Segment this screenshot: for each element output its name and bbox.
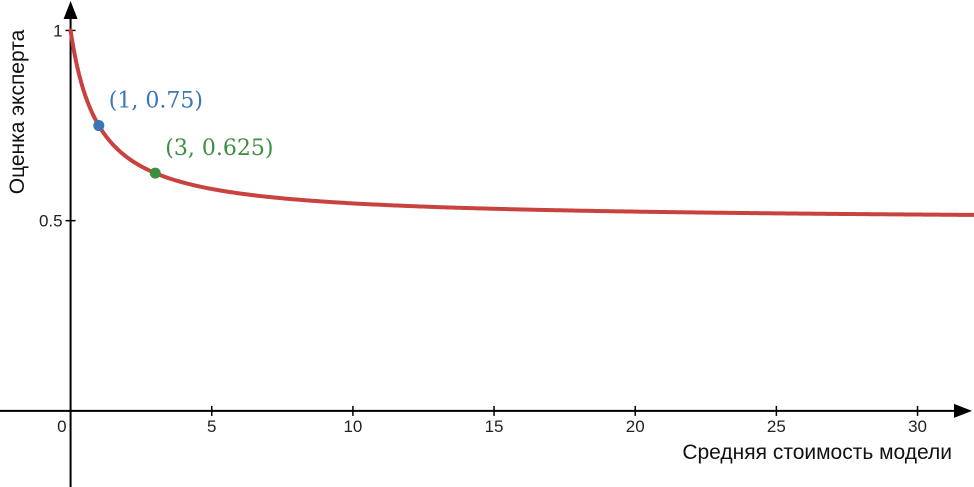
y-axis-arrow — [63, 1, 78, 19]
y-tick-label: 1 — [53, 21, 62, 40]
data-point-marker — [149, 167, 161, 179]
data-point-label: (1, 0.75) — [109, 89, 203, 114]
x-tick-label: 20 — [626, 417, 645, 436]
x-tick-label: 30 — [908, 417, 927, 436]
x-ticks: 0 5 10 15 20 25 30 — [57, 405, 927, 436]
x-axis-arrow — [954, 403, 972, 418]
x-tick-label: 25 — [767, 417, 786, 436]
y-tick-label: 0.5 — [39, 212, 63, 231]
data-point-label: (3, 0.625) — [165, 136, 273, 161]
data-point-marker — [93, 120, 105, 132]
x-tick-label: 5 — [207, 417, 216, 436]
highlighted-points: (1, 0.75) (3, 0.625) — [93, 89, 273, 179]
x-tick-label: 0 — [57, 417, 66, 436]
x-tick-label: 10 — [343, 417, 362, 436]
x-tick-label: 15 — [485, 417, 504, 436]
series-curve — [68, 28, 974, 217]
x-axis-title: Средняя стоимость модели — [682, 441, 952, 464]
y-axis-title: Оценка эксперта — [6, 29, 29, 194]
